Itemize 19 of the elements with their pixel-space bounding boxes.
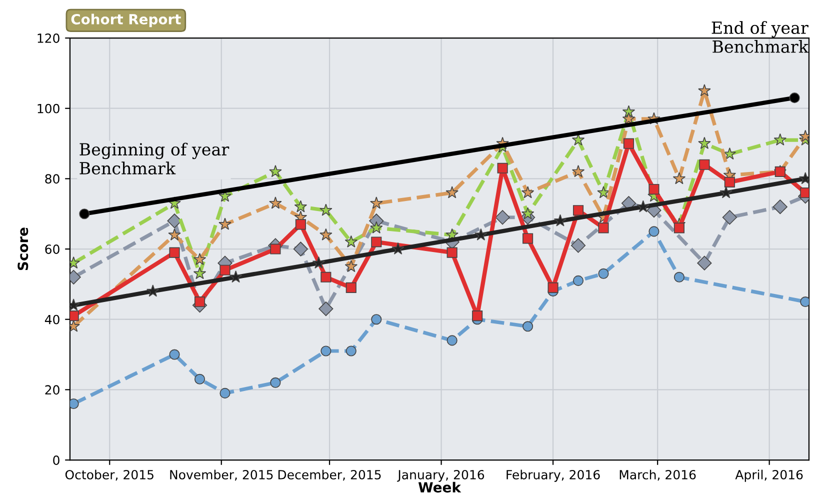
x-tick-label: February, 2016 bbox=[506, 470, 600, 482]
y-tick-label: 120 bbox=[38, 34, 60, 43]
x-tick-label: December, 2015 bbox=[278, 470, 381, 481]
chart-title: Cohort Report bbox=[71, 14, 181, 28]
x-axis-title: Week bbox=[418, 482, 462, 493]
x-tick-label: March, 2016 bbox=[620, 470, 696, 481]
x-tick-label: January, 2016 bbox=[397, 470, 484, 482]
annotation: End of year Benchmark bbox=[712, 21, 809, 53]
x-tick-label: November, 2015 bbox=[170, 470, 273, 481]
y-tick-label: 0 bbox=[53, 455, 60, 465]
x-tick-label: October, 2015 bbox=[65, 470, 154, 481]
y-tick-label: 40 bbox=[44, 314, 60, 324]
y-tick-label: 80 bbox=[45, 174, 60, 184]
y-tick-label: 60 bbox=[45, 244, 60, 254]
y-tick-label: 20 bbox=[45, 385, 60, 395]
annotation: Beginning of year Benchmark bbox=[80, 142, 230, 175]
y-tick-label: 100 bbox=[38, 104, 60, 114]
x-tick-label: April, 2016 bbox=[735, 470, 803, 482]
y-axis-title: Score bbox=[18, 228, 28, 270]
